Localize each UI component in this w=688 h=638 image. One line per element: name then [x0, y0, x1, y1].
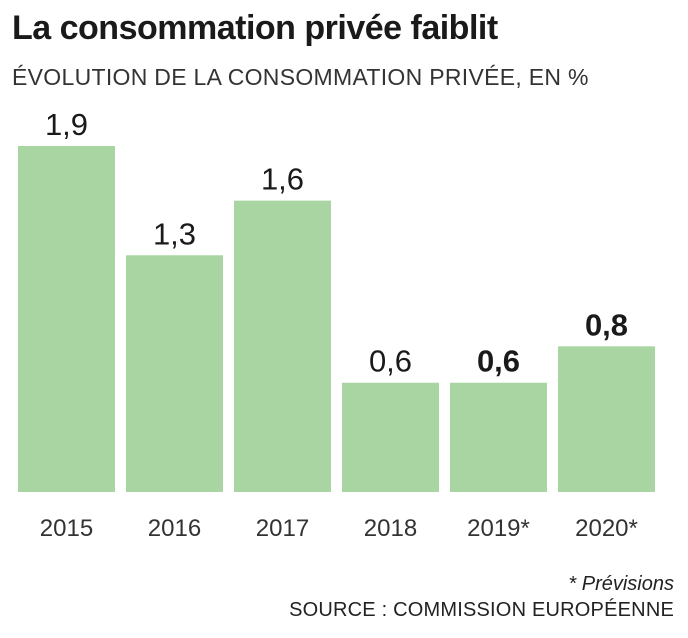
- value-label-2016: 1,3: [153, 216, 196, 251]
- chart-subtitle: ÉVOLUTION DE LA CONSOMMATION PRIVÉE, EN …: [12, 64, 589, 90]
- category-label-2020: 2020*: [575, 515, 638, 542]
- value-label-2019: 0,6: [477, 344, 520, 379]
- bar-2017: [234, 200, 331, 492]
- chart-title: La consommation privée faiblit: [12, 9, 498, 47]
- value-label-2018: 0,6: [369, 344, 412, 379]
- value-label-2020: 0,8: [585, 307, 628, 342]
- footnote-forecast: * Prévisions: [568, 573, 674, 595]
- category-label-2016: 2016: [148, 515, 201, 542]
- bar-chart: 1,9 2015 1,3 2016 1,6 2017 0,6 2018 0,6 2019* 0,8 2…: [18, 107, 655, 542]
- value-label-2017: 1,6: [261, 162, 304, 197]
- category-label-2019: 2019*: [467, 515, 530, 542]
- bar-2019: [450, 382, 547, 492]
- bar-2016: [126, 255, 223, 492]
- source-credit: SOURCE : COMMISSION EUROPÉENNE: [289, 599, 674, 621]
- category-label-2018: 2018: [364, 515, 417, 542]
- bar-2020: [558, 346, 655, 492]
- category-label-2017: 2017: [256, 515, 309, 542]
- bar-2018: [342, 382, 439, 492]
- category-label-2015: 2015: [40, 515, 93, 542]
- bar-2015: [18, 146, 115, 492]
- value-label-2015: 1,9: [45, 107, 88, 142]
